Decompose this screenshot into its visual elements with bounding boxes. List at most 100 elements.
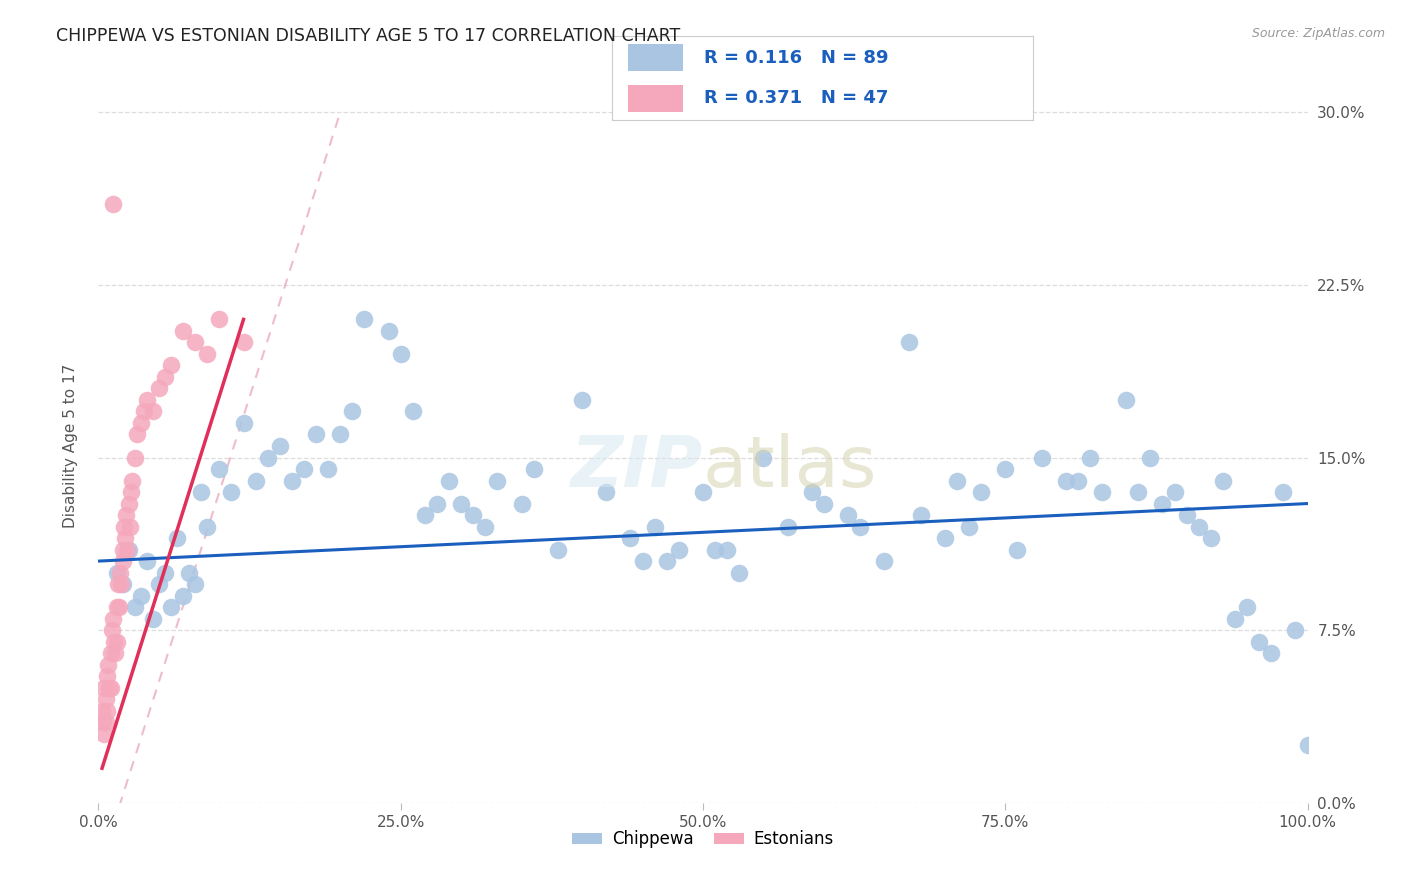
Point [970, 485, 993, 500]
Point [716, 542, 738, 557]
Point [127, 427, 149, 442]
Point [1139, 450, 1161, 465]
Text: R = 0.371   N = 47: R = 0.371 N = 47 [704, 89, 889, 107]
Point [377, 324, 399, 338]
Point [934, 531, 956, 545]
Point [195, 519, 218, 533]
Point [160, 359, 183, 373]
Point [450, 497, 472, 511]
Point [107, 577, 129, 591]
Point [800, 485, 823, 500]
Point [104, 646, 127, 660]
Point [389, 347, 412, 361]
Point [413, 508, 436, 522]
Point [849, 519, 872, 533]
Point [118, 542, 141, 557]
Point [91, 715, 114, 730]
Point [111, 542, 134, 557]
Point [111, 577, 134, 591]
Point [105, 634, 128, 648]
Point [208, 462, 231, 476]
Point [135, 554, 157, 568]
Point [172, 324, 194, 338]
Point [96, 669, 118, 683]
Point [142, 612, 165, 626]
Point [704, 542, 727, 557]
Point [547, 542, 569, 557]
Point [619, 531, 641, 545]
Point [232, 335, 254, 350]
Point [1054, 474, 1077, 488]
Point [172, 589, 194, 603]
Point [1188, 519, 1211, 533]
Point [110, 577, 132, 591]
Point [316, 462, 339, 476]
Point [100, 646, 122, 660]
Point [595, 485, 617, 500]
Point [124, 450, 146, 465]
Point [644, 519, 666, 533]
Point [160, 600, 183, 615]
Point [873, 554, 896, 568]
Point [463, 508, 485, 522]
Point [897, 335, 920, 350]
Point [118, 497, 141, 511]
Point [117, 542, 139, 557]
Text: CHIPPEWA VS ESTONIAN DISABILITY AGE 5 TO 17 CORRELATION CHART: CHIPPEWA VS ESTONIAN DISABILITY AGE 5 TO… [56, 27, 681, 45]
Point [752, 450, 775, 465]
Point [184, 577, 207, 591]
Point [166, 531, 188, 545]
Point [120, 485, 142, 500]
Point [103, 634, 125, 648]
Point [101, 612, 124, 626]
Point [1078, 450, 1101, 465]
Point [124, 600, 146, 615]
Point [486, 474, 509, 488]
Point [129, 416, 152, 430]
Point [190, 485, 212, 500]
Point [292, 462, 315, 476]
Point [115, 508, 138, 522]
Point [1067, 474, 1090, 488]
Point [655, 554, 678, 568]
Point [910, 508, 932, 522]
Point [195, 347, 218, 361]
Point [1284, 623, 1306, 637]
Point [142, 404, 165, 418]
Point [837, 508, 859, 522]
Point [94, 715, 117, 730]
Point [426, 497, 449, 511]
Point [1272, 485, 1295, 500]
Point [135, 392, 157, 407]
Point [93, 727, 115, 741]
Point [221, 485, 243, 500]
Point [153, 370, 176, 384]
Point [111, 554, 134, 568]
Point [994, 462, 1017, 476]
Point [1163, 485, 1185, 500]
Point [184, 335, 207, 350]
Point [571, 392, 593, 407]
Point [353, 312, 375, 326]
Point [631, 554, 654, 568]
Point [1223, 612, 1246, 626]
Point [523, 462, 546, 476]
Point [1199, 531, 1222, 545]
Point [114, 531, 136, 545]
Point [474, 519, 496, 533]
Point [946, 474, 969, 488]
FancyBboxPatch shape [628, 85, 683, 112]
Point [97, 657, 120, 672]
Point [129, 589, 152, 603]
Point [1260, 646, 1282, 660]
Text: Source: ZipAtlas.com: Source: ZipAtlas.com [1251, 27, 1385, 40]
Point [118, 519, 141, 533]
Text: atlas: atlas [703, 433, 877, 502]
Point [256, 450, 278, 465]
Point [728, 566, 751, 580]
Point [692, 485, 714, 500]
Point [329, 427, 352, 442]
Point [148, 381, 170, 395]
Point [105, 566, 128, 580]
Y-axis label: Disability Age 5 to 17: Disability Age 5 to 17 [63, 364, 77, 528]
